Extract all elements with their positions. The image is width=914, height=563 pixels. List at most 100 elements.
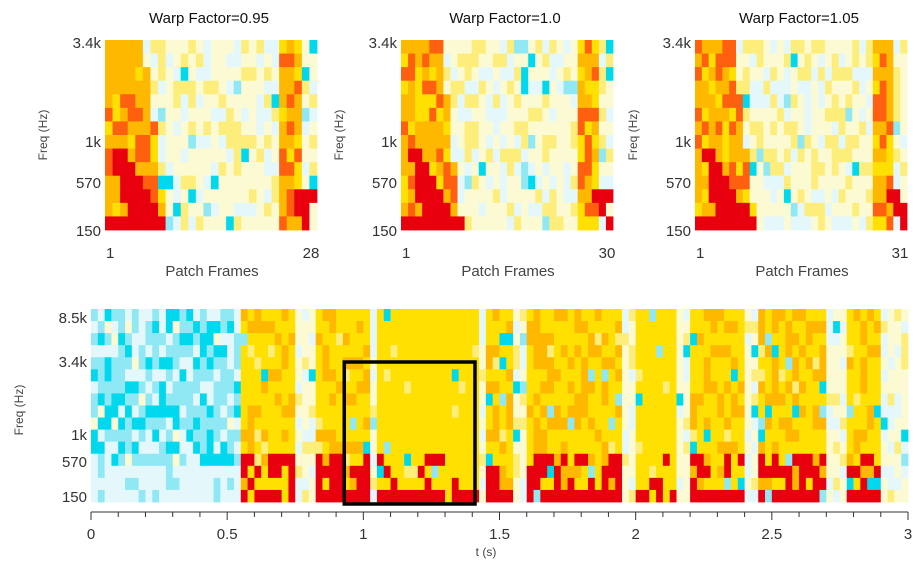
heatmap-cell [294, 162, 303, 177]
heatmap-cell [165, 453, 174, 467]
heatmap-cell [703, 465, 711, 479]
heatmap-cell [736, 107, 744, 122]
heatmap-cell [472, 345, 480, 358]
heatmap-cell [152, 465, 160, 479]
heatmap-cell [708, 67, 716, 82]
heatmap-cell [805, 429, 814, 443]
heatmap-cell [756, 80, 764, 95]
heatmap-cell [138, 369, 146, 382]
heatmap-cell [241, 80, 250, 95]
heatmap-cell [717, 381, 725, 394]
heatmap-cell [227, 321, 235, 334]
heatmap-cell [233, 202, 242, 217]
heatmap-cell [485, 489, 494, 503]
heatmap-cell [601, 429, 609, 443]
heatmap-cell [408, 94, 416, 109]
heatmap-cell [431, 465, 439, 479]
heatmap-cell [819, 405, 827, 418]
heatmap-cell [765, 465, 773, 479]
heatmap-cell [336, 441, 344, 455]
heatmap-cell [790, 135, 798, 149]
heatmap-cell [315, 309, 323, 322]
heatmap-cell [547, 405, 555, 418]
heatmap-cell [852, 189, 860, 204]
heatmap-cell [867, 417, 875, 431]
heatmap-cell [97, 441, 106, 455]
heatmap-cell [165, 107, 174, 122]
heatmap-cell [542, 40, 550, 54]
heatmap-cell [241, 175, 250, 190]
heatmap-cell [349, 489, 357, 503]
heatmap-cell [860, 465, 868, 479]
heatmap-cell [301, 189, 310, 204]
heatmap-cell [404, 345, 412, 358]
heatmap-cell [356, 405, 364, 418]
heatmap-cell [479, 453, 487, 467]
heatmap-cell [683, 309, 691, 322]
heatmap-cell [302, 369, 310, 382]
heatmap-cell [635, 309, 643, 322]
heatmap-cell [799, 417, 807, 431]
heatmap-cell [792, 489, 800, 503]
heatmap-cell [873, 345, 882, 358]
heatmap-cell [457, 189, 465, 204]
heatmap-cell [295, 369, 303, 382]
heatmap-cell [286, 121, 295, 136]
heatmap-cell [295, 357, 303, 370]
heatmap-cell [742, 202, 751, 217]
heatmap-cell [165, 67, 174, 82]
heatmap-cell [301, 67, 310, 82]
heatmap-cell [288, 441, 296, 455]
heatmap-cell [695, 216, 703, 231]
heatmap-cell [135, 80, 144, 95]
heatmap-cell [240, 393, 248, 406]
heatmap-cell [118, 441, 126, 455]
heatmap-cell [145, 333, 153, 346]
heatmap-cell [336, 477, 344, 491]
heatmap-cell [295, 309, 303, 322]
heatmap-cell [410, 453, 419, 467]
heatmap-cell [584, 135, 593, 149]
heatmap-cell [521, 94, 529, 109]
heatmap-cell [294, 175, 303, 190]
heatmap-cell [472, 309, 480, 322]
heatmap-cell [730, 357, 739, 370]
heatmap-cell [145, 477, 153, 491]
heatmap-cell [591, 202, 600, 217]
heatmap-cell [485, 202, 494, 217]
heatmap-cell [329, 453, 337, 467]
heatmap-cell [737, 345, 745, 358]
heatmap-cell [894, 357, 902, 370]
heatmap-cell [872, 67, 881, 82]
heatmap-cell [363, 417, 371, 431]
heatmap-cell [852, 67, 860, 82]
heatmap-cell [227, 477, 235, 491]
heatmap-cell [656, 321, 664, 334]
heatmap-cell [464, 162, 473, 177]
heatmap-cell [213, 309, 221, 322]
heatmap-cell [696, 477, 705, 491]
heatmap-cell [274, 357, 283, 370]
heatmap-cell [528, 189, 536, 204]
heatmap-cell [507, 107, 515, 122]
heatmap-cell [457, 107, 465, 122]
heatmap-cell [436, 107, 444, 122]
heatmap-cell [417, 441, 426, 455]
heatmap-cell [549, 94, 557, 109]
heatmap-cell [465, 393, 473, 406]
heatmap-cell [261, 405, 269, 418]
heatmap-cell [188, 80, 197, 95]
heatmap-cell [211, 67, 219, 82]
heatmap-cell [879, 175, 887, 190]
heatmap-cell [819, 345, 827, 358]
heatmap-cell [763, 189, 771, 204]
heatmap-cell [838, 189, 846, 204]
heatmap-cell [499, 405, 507, 418]
heatmap-cell [165, 309, 174, 322]
heatmap-cell [792, 429, 800, 443]
x-tick-label: 2.5 [761, 526, 782, 543]
heatmap-cell [431, 441, 439, 455]
heatmap-cell [751, 333, 759, 346]
heatmap-cell [553, 357, 562, 370]
heatmap-cell [370, 489, 378, 503]
